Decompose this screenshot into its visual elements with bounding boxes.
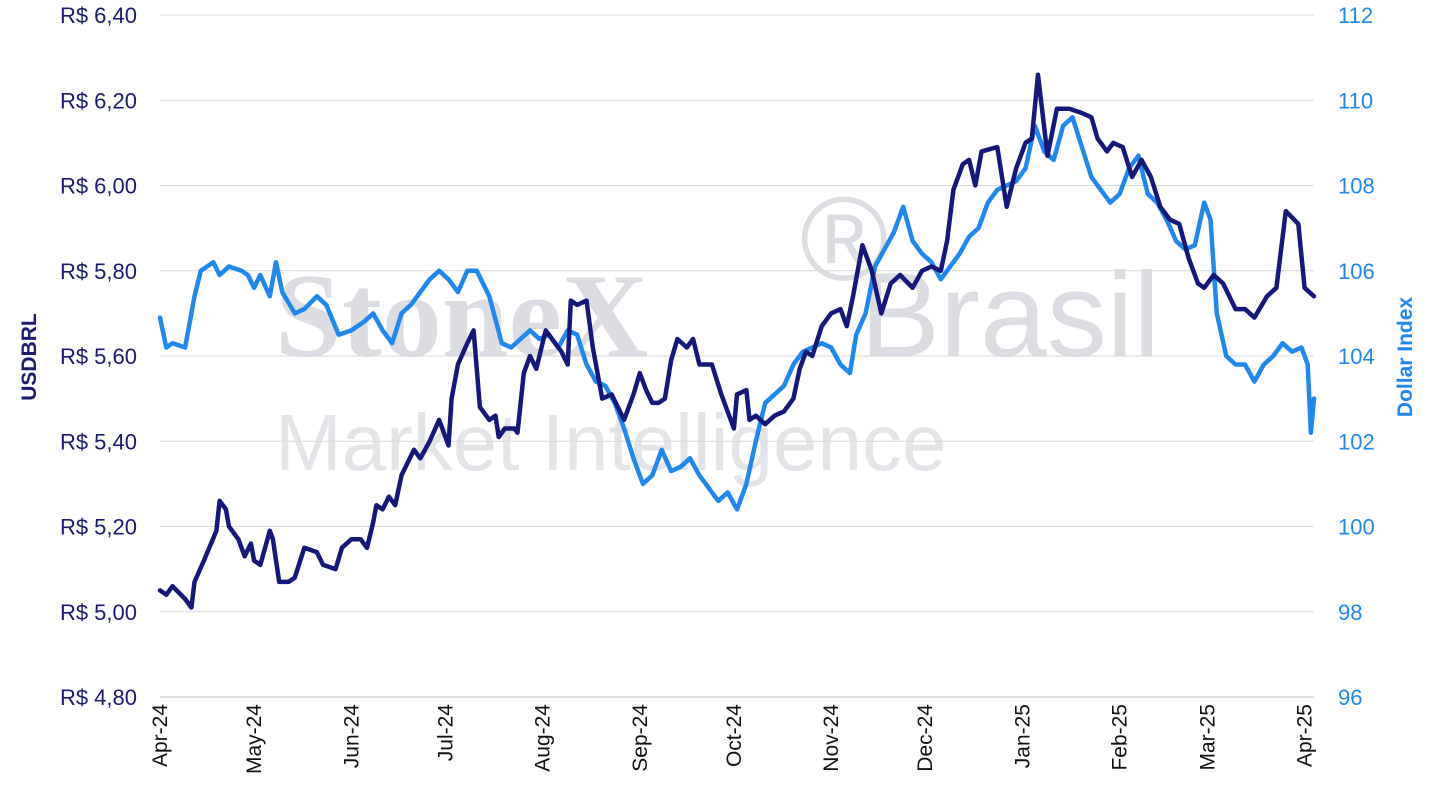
x-tick-label: Oct-24 <box>723 704 746 767</box>
x-tick-label: Feb-25 <box>1109 704 1132 771</box>
y-right-tick-label: 102 <box>1338 429 1375 454</box>
left-axis: R$ 4,80 R$ 5,00 R$ 5,20 R$ 5,40 R$ 5,60 R$ 5,… <box>60 3 137 710</box>
y-right-axis-title: Dollar Index <box>1394 297 1417 418</box>
x-tick-label: May-24 <box>243 704 266 774</box>
y-right-tick-label: 112 <box>1338 3 1373 28</box>
watermark-brand2: Brasil <box>860 248 1160 382</box>
series-group <box>157 72 1317 610</box>
y-left-tick-label: R$ 5,20 <box>60 515 137 540</box>
y-right-tick-label: 110 <box>1338 88 1373 113</box>
watermark: StoneX Brasil ® Market Intelligence <box>275 172 1160 487</box>
y-left-tick-label: R$ 5,60 <box>60 344 137 369</box>
x-tick-label: Apr-24 <box>149 704 172 767</box>
y-right-tick-label: 108 <box>1338 174 1375 199</box>
x-tick-label: Mar-25 <box>1196 704 1219 771</box>
x-tick-label: Dec-24 <box>914 704 937 772</box>
y-right-tick-label: 98 <box>1338 600 1362 625</box>
y-right-tick-label: 104 <box>1338 344 1375 369</box>
x-tick-label: Jun-24 <box>340 704 363 769</box>
y-left-tick-label: R$ 6,20 <box>60 88 137 113</box>
y-left-tick-label: R$ 5,00 <box>60 600 137 625</box>
watermark-subtitle: Market Intelligence <box>275 398 946 487</box>
x-tick-label: Aug-24 <box>532 704 555 772</box>
x-tick-label: Apr-25 <box>1294 704 1317 767</box>
x-axis: Apr-24 May-24 Jun-24 Jul-24 Aug-24 Sep-24 Oct-… <box>149 704 1317 774</box>
y-left-tick-label: R$ 5,80 <box>60 259 137 284</box>
y-left-tick-label: R$ 6,00 <box>60 174 137 199</box>
y-right-tick-label: 106 <box>1338 259 1375 284</box>
grid <box>160 14 1314 698</box>
y-left-tick-label: R$ 5,40 <box>60 429 137 454</box>
y-right-tick-label: 100 <box>1338 515 1375 540</box>
y-left-axis-title: USDBRL <box>18 313 41 401</box>
y-left-tick-label: R$ 4,80 <box>60 685 137 710</box>
x-tick-label: Nov-24 <box>820 704 843 772</box>
y-right-tick-label: 96 <box>1338 685 1362 710</box>
x-tick-label: Jan-25 <box>1011 704 1034 768</box>
y-left-tick-label: R$ 6,40 <box>60 3 137 28</box>
x-tick-label: Jul-24 <box>434 704 457 762</box>
series-usdbrl-line <box>157 72 1317 610</box>
x-tick-label: Sep-24 <box>629 704 652 772</box>
right-axis: 96 98 100 102 104 106 108 110 112 <box>1338 3 1375 710</box>
